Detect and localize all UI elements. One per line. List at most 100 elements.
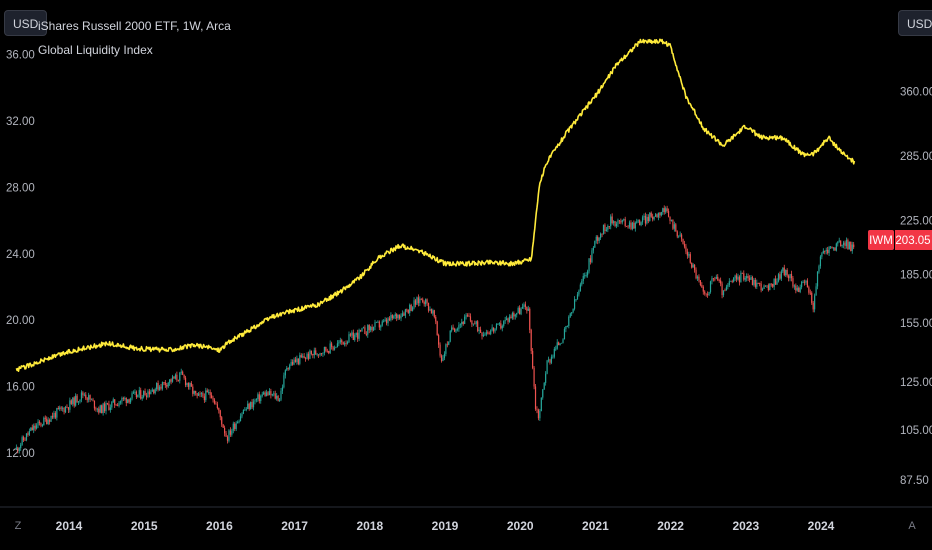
candle-body: [135, 391, 137, 398]
candle-body: [763, 285, 765, 289]
candle-body: [147, 391, 149, 397]
candle-body: [187, 382, 190, 387]
candle-body: [385, 319, 388, 324]
candle-body: [782, 267, 784, 272]
candle-body: [328, 351, 330, 354]
candle-body: [125, 398, 127, 403]
candle-body: [439, 344, 441, 356]
candle-body: [435, 316, 437, 322]
candle-body: [773, 278, 775, 287]
candle-body: [662, 208, 664, 213]
candle-body: [335, 347, 337, 348]
time-axis[interactable]: 2014 2015 2016 2017 2018 2019 2020 2021 2022 2023…: [0, 506, 932, 533]
time-tick-label: 2017: [281, 519, 308, 533]
candle-body: [197, 393, 200, 396]
candle-body: [264, 392, 266, 397]
candle-body: [805, 280, 807, 283]
candle-body: [367, 325, 369, 335]
candle-body: [64, 406, 67, 413]
auto-scale-button[interactable]: A: [908, 520, 916, 532]
candle-body: [652, 216, 654, 220]
candle-body: [235, 423, 237, 429]
candle-body: [423, 301, 425, 305]
candle-body: [806, 280, 809, 288]
candle-body: [714, 278, 716, 280]
candle-body: [494, 328, 496, 332]
candle-body: [407, 309, 409, 313]
candle-body: [507, 318, 509, 322]
candle-body: [255, 399, 258, 401]
candle-body: [785, 269, 787, 276]
candle-body: [232, 423, 234, 431]
zoom-reset-button[interactable]: Z: [14, 520, 22, 532]
candle-body: [488, 333, 490, 335]
candle-body: [293, 359, 295, 365]
candle-body: [709, 281, 712, 292]
candle-body: [601, 233, 603, 235]
candle-body: [47, 419, 49, 425]
candle-body: [345, 343, 347, 344]
candle-body: [276, 395, 278, 399]
time-tick-label: 2019: [432, 519, 459, 533]
candle-body: [432, 310, 434, 314]
currency-button-right[interactable]: USD: [898, 10, 932, 36]
candle-body: [222, 424, 224, 428]
candle-body: [173, 376, 175, 379]
candle-body: [313, 350, 315, 356]
candle-body: [248, 403, 250, 410]
candle-body: [822, 250, 824, 254]
candle-body: [101, 405, 103, 414]
candle-body: [73, 397, 75, 406]
candle-body: [358, 329, 360, 339]
candle-body: [404, 309, 406, 316]
candle-body: [75, 395, 77, 406]
candle-body: [824, 250, 826, 252]
candle-body: [559, 343, 561, 346]
candle-body: [750, 277, 752, 280]
candle-body: [390, 315, 392, 321]
candle-body: [508, 316, 511, 322]
candle-body: [725, 286, 728, 291]
candle-body: [116, 405, 119, 407]
candle-body: [226, 436, 229, 441]
candle-body: [790, 274, 793, 279]
candle-body: [95, 408, 97, 410]
candle-body: [747, 276, 749, 279]
candle-body: [562, 339, 564, 343]
candle-body: [189, 383, 191, 387]
candle-body: [575, 299, 577, 300]
left-price-axis[interactable]: 12.00 16.00 20.00 24.00 28.00 32.00 36.00: [6, 50, 35, 460]
candle-body: [138, 390, 140, 395]
candle-body: [485, 332, 487, 335]
candle-body: [465, 315, 467, 317]
candle-body: [265, 392, 268, 397]
candle-body: [682, 238, 684, 245]
candle-body: [57, 408, 59, 410]
candle-body: [712, 278, 715, 280]
indicator-title[interactable]: Global Liquidity Index: [38, 43, 153, 57]
candle-body: [672, 219, 674, 229]
currency-button-left[interactable]: USD: [4, 10, 48, 36]
candle-body: [144, 391, 146, 396]
candle-body: [631, 222, 634, 229]
candle-body: [283, 375, 285, 388]
candle-body: [69, 400, 71, 410]
candle-body: [605, 229, 607, 232]
candle-body: [234, 423, 236, 429]
candle-body: [532, 350, 534, 368]
candle-body: [542, 389, 544, 398]
candle-body: [177, 379, 179, 381]
candle-body: [349, 334, 352, 336]
candle-body: [245, 408, 247, 410]
candle-body: [733, 278, 735, 282]
candle-body: [294, 359, 297, 363]
candle-body: [238, 421, 240, 423]
candle-body: [705, 293, 707, 295]
right-price-axis[interactable]: 87.50 105.00 125.00 155.00 185.00 225.00 285.0…: [900, 87, 932, 487]
candle-body: [793, 285, 795, 287]
candle-body: [594, 240, 596, 248]
candle-body: [799, 287, 801, 292]
candle-body: [829, 246, 832, 248]
candle-body: [62, 408, 64, 409]
